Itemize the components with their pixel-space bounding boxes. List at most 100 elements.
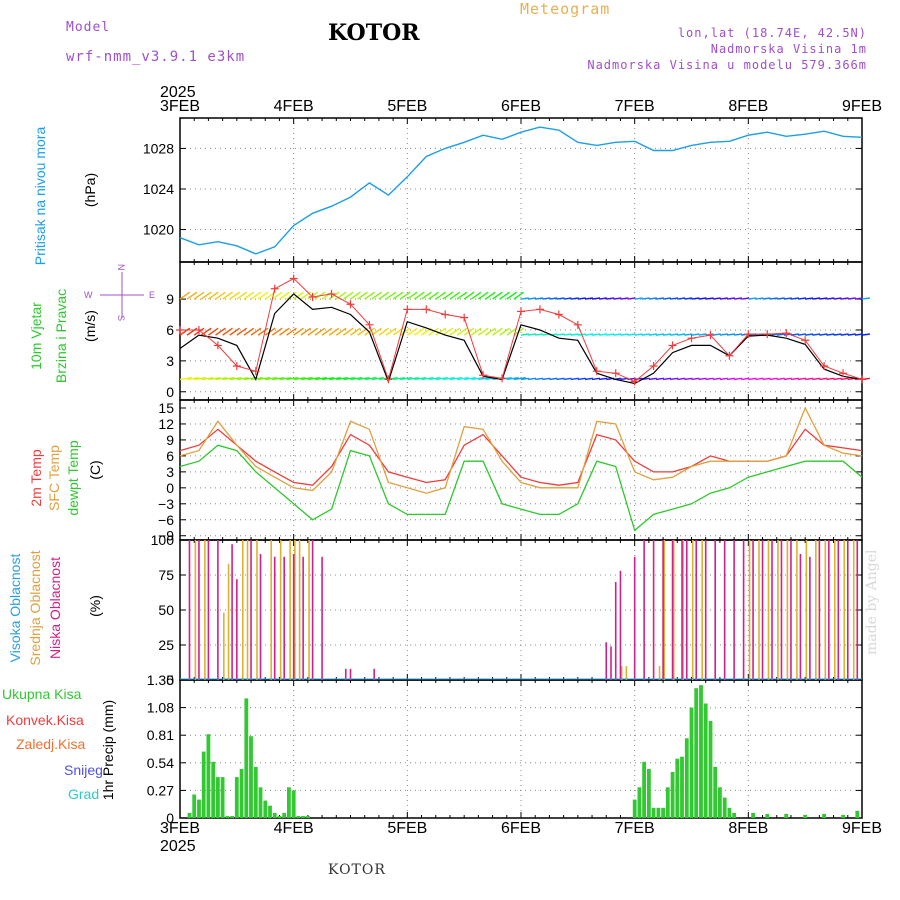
wind-barb xyxy=(691,333,700,336)
y-tick-label: −3 xyxy=(158,496,174,512)
precip-bar xyxy=(708,720,713,818)
wind-barb xyxy=(470,291,482,300)
wind-barb xyxy=(200,327,212,336)
legend-total-rain: Ukupna Kisa xyxy=(2,686,82,702)
wind-barb xyxy=(258,377,271,381)
wind-barb xyxy=(414,377,427,381)
wind-barb xyxy=(705,377,714,381)
y-tick-label: 25 xyxy=(158,637,174,653)
wind-barb xyxy=(755,297,764,300)
gust-marker xyxy=(308,293,317,302)
wind-barb xyxy=(776,377,785,381)
gust-marker xyxy=(820,362,829,371)
gust-marker xyxy=(725,351,734,360)
wind-barb xyxy=(648,297,657,300)
y-tick-label: 1024 xyxy=(143,181,174,197)
gust-marker xyxy=(479,371,488,380)
wind-barb xyxy=(613,333,622,336)
precip-bar xyxy=(680,756,684,818)
gust-marker xyxy=(232,362,241,371)
precip-bar xyxy=(855,810,860,818)
wind-barb xyxy=(314,377,327,381)
wind-barb xyxy=(257,327,269,336)
wind-barb xyxy=(854,297,863,300)
wind-barb xyxy=(812,297,821,300)
precip-bar xyxy=(306,816,310,818)
precip-bar xyxy=(803,814,808,818)
wind-barb xyxy=(499,327,510,336)
wind-barb xyxy=(250,377,263,381)
precip-bar xyxy=(301,816,305,818)
precip-bar xyxy=(277,816,282,818)
wind-barb xyxy=(591,377,601,381)
wind-barb xyxy=(271,291,283,300)
wind-barb xyxy=(698,377,707,381)
wind-barb xyxy=(371,377,384,381)
wind-barb xyxy=(705,297,714,300)
y-tick-label: 15 xyxy=(158,400,174,416)
wind-barb xyxy=(734,377,743,381)
wind-barb xyxy=(662,377,672,381)
precip-bar xyxy=(765,813,770,818)
wind-barb xyxy=(421,291,432,300)
wind-barb xyxy=(456,291,468,300)
x-axis-label: 3FEB xyxy=(159,98,200,115)
precip-bar xyxy=(187,812,192,818)
wind-barb xyxy=(428,291,439,300)
elevation-model-label: Nadmorska Visina u modelu 579.366m xyxy=(587,58,867,72)
wind-barb xyxy=(243,291,255,300)
wind-barb xyxy=(328,327,340,336)
wind-barb xyxy=(542,297,551,300)
wind-barb xyxy=(748,377,757,381)
wind-barb xyxy=(392,291,404,300)
wind-barb xyxy=(442,291,454,300)
wind-barb xyxy=(776,333,785,336)
wind-barb xyxy=(826,333,835,336)
wind-barb xyxy=(549,297,558,300)
precip-bar xyxy=(291,790,296,818)
wind-barb xyxy=(385,327,397,336)
credit-watermark: made by Angel xyxy=(864,549,880,656)
meteogram-label: Meteogram xyxy=(520,0,611,18)
wind-barb xyxy=(726,333,735,336)
precip-bar xyxy=(234,777,239,818)
y-tick-label: 6 xyxy=(166,448,174,464)
wind-barb xyxy=(229,327,241,336)
wind-barb xyxy=(485,291,496,300)
dewpt-line xyxy=(179,444,863,532)
gust-marker xyxy=(630,377,639,386)
wind-barb xyxy=(790,297,799,300)
wind-barb xyxy=(762,377,771,381)
gust-marker xyxy=(592,367,601,376)
wind-barb xyxy=(726,377,735,381)
y-tick-label: 6 xyxy=(166,322,174,338)
gust-marker xyxy=(782,329,791,338)
wind-barb xyxy=(186,291,198,300)
precip-bar xyxy=(211,761,216,818)
wind-barb xyxy=(769,377,778,381)
page-title: KOTOR xyxy=(328,20,420,46)
x-axis-label: 7FEB xyxy=(614,820,655,837)
wind-barb xyxy=(670,377,679,381)
wind-barb xyxy=(769,333,778,336)
wind-barb xyxy=(535,333,544,336)
wind-barb xyxy=(243,327,255,336)
x-axis-label: 9FEB xyxy=(841,98,882,115)
wind-barb xyxy=(222,377,235,381)
wind-barb xyxy=(520,297,529,300)
wind-barb xyxy=(307,327,319,336)
wind-barb xyxy=(400,377,413,381)
wind-barb xyxy=(847,297,856,300)
y-tick-label: 1020 xyxy=(143,222,174,238)
wind-barb xyxy=(712,377,721,381)
wind-barb xyxy=(769,297,778,300)
wind-barb xyxy=(819,297,828,300)
gust-marker xyxy=(365,320,374,329)
wind-barb xyxy=(819,333,828,336)
wind-barb xyxy=(662,333,672,336)
precip-bar xyxy=(632,799,637,818)
wind-barb xyxy=(442,377,455,381)
wind-barb xyxy=(812,377,821,381)
precip-bar xyxy=(201,751,206,818)
wind-barb xyxy=(428,377,441,381)
